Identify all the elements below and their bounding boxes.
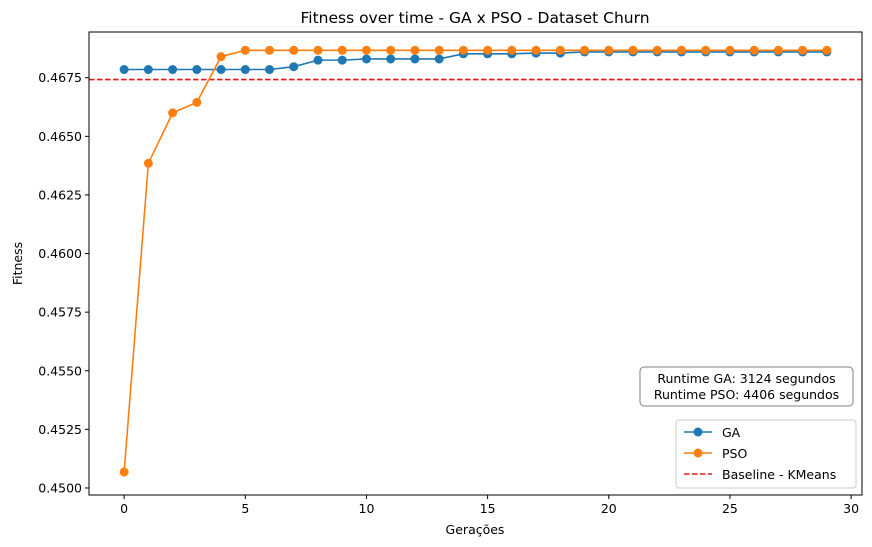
point-pso-7 xyxy=(289,45,299,55)
point-ga-8 xyxy=(313,55,323,65)
point-ga-3 xyxy=(192,65,202,75)
legend-label-ga: GA xyxy=(722,425,741,440)
legend-marker-pso xyxy=(693,448,703,458)
point-pso-16 xyxy=(507,45,517,55)
y-tick-label-1: 0.4525 xyxy=(38,422,82,437)
point-ga-9 xyxy=(337,55,347,65)
legend-label-baseline: Baseline - KMeans xyxy=(722,467,836,482)
x-axis-label: Gerações xyxy=(446,522,505,537)
point-pso-6 xyxy=(265,45,275,55)
legend-marker-ga xyxy=(693,427,703,437)
series-layer xyxy=(119,45,832,477)
point-ga-4 xyxy=(216,65,226,75)
x-axis-ticks: 0 5 10 15 20 25 30 xyxy=(120,495,859,516)
point-ga-10 xyxy=(361,54,371,64)
point-pso-10 xyxy=(361,45,371,55)
y-tick-label-0: 0.4500 xyxy=(38,480,82,495)
point-pso-8 xyxy=(313,45,323,55)
point-pso-9 xyxy=(337,45,347,55)
x-tick-label-5: 5 xyxy=(241,501,249,516)
point-ga-11 xyxy=(386,54,396,64)
chart-title: Fitness over time - GA x PSO - Dataset C… xyxy=(300,9,649,27)
y-tick-label-7: 0.4675 xyxy=(38,70,82,85)
point-pso-21 xyxy=(628,45,638,55)
point-pso-22 xyxy=(652,45,662,55)
point-pso-2 xyxy=(168,108,178,118)
annotation-box xyxy=(639,366,854,407)
y-axis-label: Fitness xyxy=(10,242,25,285)
point-pso-15 xyxy=(483,45,493,55)
point-pso-14 xyxy=(458,45,468,55)
plot-area xyxy=(89,32,862,495)
point-pso-17 xyxy=(531,45,541,55)
point-pso-1 xyxy=(143,158,153,168)
x-tick-label-10: 10 xyxy=(359,501,375,516)
point-ga-2 xyxy=(168,65,178,75)
point-pso-3 xyxy=(192,97,202,107)
x-tick-label-30: 30 xyxy=(843,501,859,516)
legend-label-pso: PSO xyxy=(722,446,747,461)
point-pso-25 xyxy=(725,45,735,55)
point-pso-0 xyxy=(119,467,129,477)
plot-frame xyxy=(88,31,863,496)
point-ga-13 xyxy=(434,54,444,64)
point-ga-6 xyxy=(265,65,275,75)
point-pso-11 xyxy=(386,45,396,55)
point-pso-23 xyxy=(676,45,686,55)
y-tick-label-2: 0.4550 xyxy=(38,363,82,378)
legend: GA PSO Baseline - KMeans xyxy=(675,419,857,489)
x-tick-label-0: 0 xyxy=(120,501,128,516)
y-axis-ticks: 0.4500 0.4525 0.4550 0.4575 0.4600 0.4625 0.46… xyxy=(38,70,89,495)
point-ga-0 xyxy=(119,65,129,75)
point-ga-5 xyxy=(240,65,250,75)
point-pso-26 xyxy=(749,45,759,55)
point-pso-20 xyxy=(604,45,614,55)
x-tick-label-25: 25 xyxy=(722,501,738,516)
point-pso-12 xyxy=(410,45,420,55)
point-pso-18 xyxy=(555,45,565,55)
point-pso-5 xyxy=(240,45,250,55)
point-pso-24 xyxy=(701,45,711,55)
point-pso-19 xyxy=(580,45,590,55)
y-tick-label-3: 0.4575 xyxy=(38,305,82,320)
point-pso-13 xyxy=(434,45,444,55)
plot-background xyxy=(89,32,862,495)
x-tick-label-20: 20 xyxy=(601,501,617,516)
annotation-line-ga: Runtime GA: 3124 segundos xyxy=(657,371,835,386)
x-tick-label-15: 15 xyxy=(480,501,496,516)
y-tick-label-6: 0.4650 xyxy=(38,129,82,144)
point-pso-27 xyxy=(773,45,783,55)
point-ga-7 xyxy=(289,62,299,72)
point-pso-29 xyxy=(822,45,832,55)
point-pso-4 xyxy=(216,52,226,62)
point-pso-28 xyxy=(798,45,808,55)
y-tick-label-4: 0.4600 xyxy=(38,246,82,261)
legend-box xyxy=(675,419,857,489)
point-ga-1 xyxy=(143,65,153,75)
annotation-line-pso: Runtime PSO: 4406 segundos xyxy=(654,387,839,402)
y-tick-label-5: 0.4625 xyxy=(38,187,82,202)
point-ga-12 xyxy=(410,54,420,64)
runtime-annotation: Runtime GA: 3124 segundos Runtime PSO: 4… xyxy=(639,366,854,407)
